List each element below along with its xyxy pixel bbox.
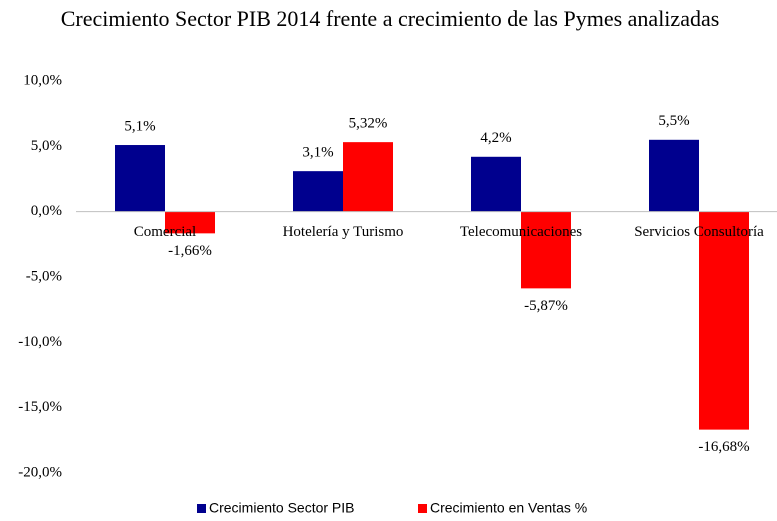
x-tick-label: Telecomunicaciones	[460, 224, 582, 240]
value-label: 5,1%	[124, 118, 155, 134]
value-label: -5,87%	[524, 298, 568, 314]
value-label: 5,32%	[349, 116, 388, 132]
y-tick-label: 10,0%	[23, 72, 62, 88]
value-label: 4,2%	[480, 130, 511, 146]
y-tick-label: -10,0%	[18, 334, 62, 350]
y-tick-label: 5,0%	[31, 138, 62, 154]
y-tick-label: 0,0%	[31, 203, 62, 219]
y-tick-label: -5,0%	[26, 268, 62, 284]
x-tick-label: Hotelería y Turismo	[283, 224, 404, 240]
bar	[471, 156, 521, 212]
legend-swatch	[418, 504, 427, 513]
x-tick-label: Comercial	[134, 224, 196, 240]
bar	[165, 211, 215, 234]
bar	[293, 171, 343, 212]
x-tick-label: Servicios Consultoría	[634, 224, 764, 240]
y-tick-label: -15,0%	[18, 399, 62, 415]
value-label: -16,68%	[698, 439, 749, 455]
bar	[115, 145, 165, 212]
bar	[521, 211, 571, 289]
bar	[649, 139, 699, 212]
legend-swatch	[197, 504, 206, 513]
bar	[343, 142, 393, 212]
value-label: 5,5%	[658, 113, 689, 129]
chart-title: Crecimiento Sector PIB 2014 frente a cre…	[60, 6, 720, 31]
y-tick-label: -20,0%	[18, 464, 62, 480]
legend-label: Crecimiento en Ventas %	[430, 500, 587, 516]
bar	[699, 211, 749, 430]
legend-label: Crecimiento Sector PIB	[209, 500, 355, 516]
value-label: 3,1%	[302, 145, 333, 161]
value-label: -1,66%	[168, 243, 212, 259]
